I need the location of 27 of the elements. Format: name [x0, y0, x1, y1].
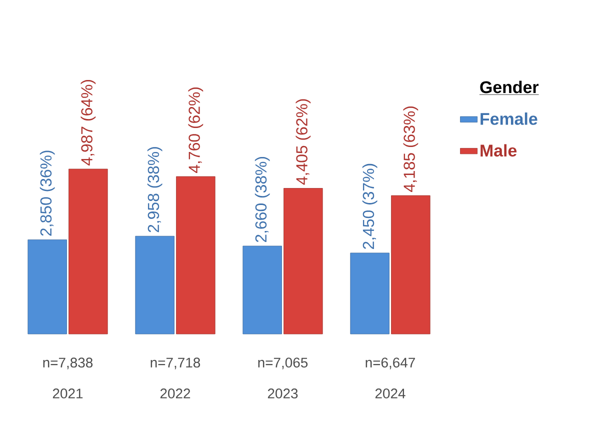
data-label: 2,850 (36%)	[40, 150, 55, 236]
data-label: 2,660 (38%)	[254, 156, 270, 242]
x-tick-label: 2024	[375, 388, 406, 398]
data-label: 2,450 (37%)	[362, 164, 378, 249]
legend-label: Female	[480, 112, 538, 125]
text: n=6,647	[366, 358, 415, 370]
bar	[68, 168, 108, 334]
text: n=7,718	[150, 358, 200, 370]
data-label: 2,958 (38%)	[147, 147, 162, 232]
bar	[176, 176, 216, 334]
bar	[28, 240, 67, 334]
bar	[350, 252, 390, 334]
data-label: 4,987 (64%)	[80, 80, 96, 166]
text: n=7,065	[258, 358, 308, 370]
x-tick-label: 2022	[160, 388, 190, 398]
text: n=7,838	[43, 358, 93, 370]
bar	[391, 195, 430, 334]
x-tick-label: 2021	[52, 388, 83, 398]
bar	[242, 246, 282, 334]
legend-label: Male	[480, 144, 517, 157]
data-label: 4,760 (62%)	[188, 88, 204, 173]
data-label: 4,185 (63%)	[403, 106, 418, 192]
data-label: 4,405 (62%)	[296, 99, 311, 185]
bar	[135, 236, 174, 334]
legend-title: Gender	[480, 80, 539, 94]
x-tick-label: 2023	[268, 388, 298, 398]
bar	[284, 188, 323, 334]
